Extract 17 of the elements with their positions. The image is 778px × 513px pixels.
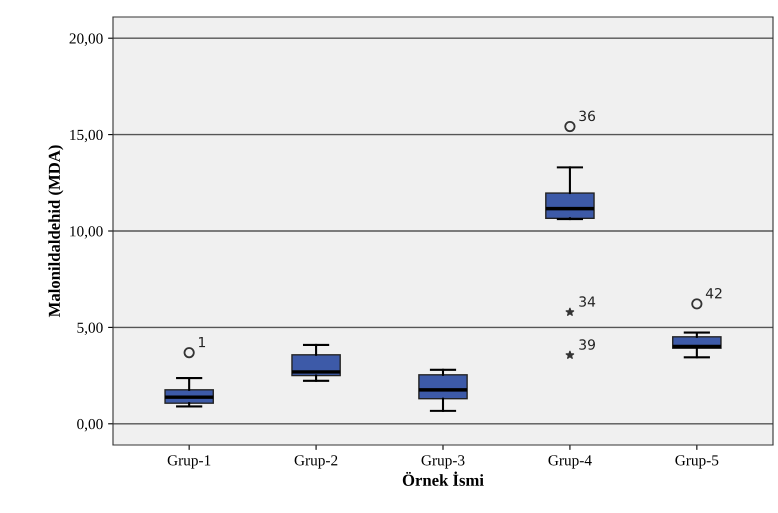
y-tick-label: 15,00 (70, 130, 103, 142)
annotation: 36 (579, 110, 596, 122)
x-tick-label: Grup-1 (168, 455, 210, 469)
x-tick-label: Grup-3 (422, 455, 464, 469)
x-tick-label: Grup-2 (294, 455, 338, 469)
y-tick-label: 10,00 (70, 226, 103, 239)
annotation: 34 (579, 296, 596, 307)
y-tick-label: 5,00 (77, 322, 103, 336)
annotation: 1 (199, 336, 206, 348)
annotation: 39 (579, 339, 595, 350)
y-axis-title: Malonildaldehid (MDA) (48, 145, 64, 318)
x-axis-title: Örnek İsmi (402, 471, 484, 486)
annotation: 42 (706, 288, 722, 298)
x-tick-label: Grup-5 (675, 455, 718, 469)
x-tick-label: Grup-4 (548, 455, 592, 469)
y-tick-label: 0,00 (77, 418, 103, 432)
y-tick-label: 20,00 (70, 33, 103, 46)
